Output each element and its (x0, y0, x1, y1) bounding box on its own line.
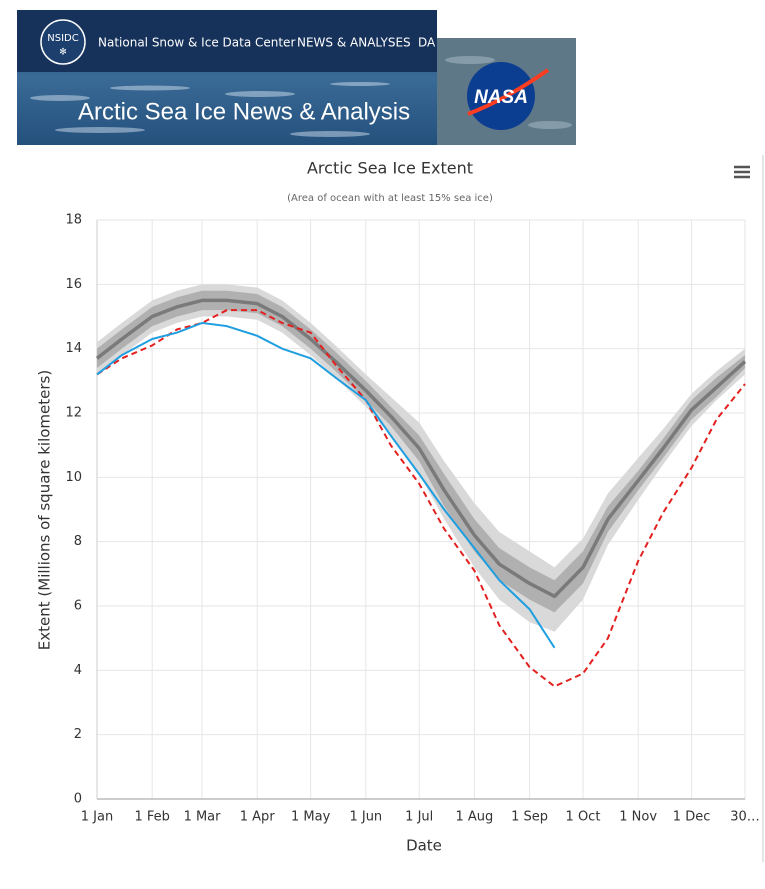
y-axis-title: Extent (Millions of square kilometers) (36, 370, 54, 650)
y-tick-label: 4 (74, 663, 82, 678)
y-tick-label: 0 (74, 792, 82, 807)
x-tick-label: 1 Nov (619, 810, 657, 825)
y-tick-label: 10 (65, 470, 82, 485)
x-tick-label: 1 Oct (566, 810, 601, 825)
series-line (96, 309, 746, 688)
series-line (96, 321, 556, 649)
logo-snowflake: ✻ (59, 48, 67, 58)
header: NSIDC ✻ National Snow & Ice Data Center … (17, 10, 576, 145)
y-tick-label: 16 (65, 277, 82, 292)
menu-button[interactable] (734, 165, 750, 179)
x-tick-label: 1 Feb (134, 810, 169, 825)
nav-link[interactable]: DA (418, 36, 436, 50)
x-tick-label: 1 Jul (405, 810, 433, 825)
y-tick-label: 18 (65, 213, 82, 228)
org-name[interactable]: National Snow & Ice Data Center (98, 36, 295, 50)
x-axis-title: Date (406, 837, 442, 855)
ice-texture (30, 82, 390, 137)
x-tick-label: 1 Mar (184, 810, 222, 825)
chart-subtitle: (Area of ocean with at least 15% sea ice… (287, 193, 493, 204)
banner-title: Arctic Sea Ice News & Analysis (78, 98, 410, 125)
nasa-text: NASA (474, 87, 528, 108)
x-tick-label: 1 Jan (81, 810, 113, 825)
x-tick-label: 1 Apr (240, 810, 276, 825)
x-tick-label: 1 Sep (511, 810, 548, 825)
nasa-logo[interactable] (467, 62, 535, 130)
logo-text: NSIDC (47, 33, 78, 44)
x-tick-label: 1 Jun (349, 810, 382, 825)
series-line (95, 298, 747, 599)
y-tick-label: 14 (65, 341, 82, 356)
x-tick-label: 1 Aug (456, 810, 494, 825)
y-tick-label: 8 (74, 534, 82, 549)
x-tick-label: 30… (730, 810, 760, 825)
nav-link[interactable]: NEWS & ANALYSES (297, 36, 411, 50)
chart-title: Arctic Sea Ice Extent (307, 159, 473, 178)
y-tick-label: 6 (74, 599, 82, 614)
nsidc-logo[interactable] (40, 19, 86, 65)
x-tick-label: 1 Dec (673, 810, 711, 825)
y-tick-label: 12 (65, 406, 82, 421)
header-nav-bar (17, 10, 437, 72)
y-tick-label: 2 (74, 727, 82, 742)
x-tick-label: 1 May (291, 810, 331, 825)
